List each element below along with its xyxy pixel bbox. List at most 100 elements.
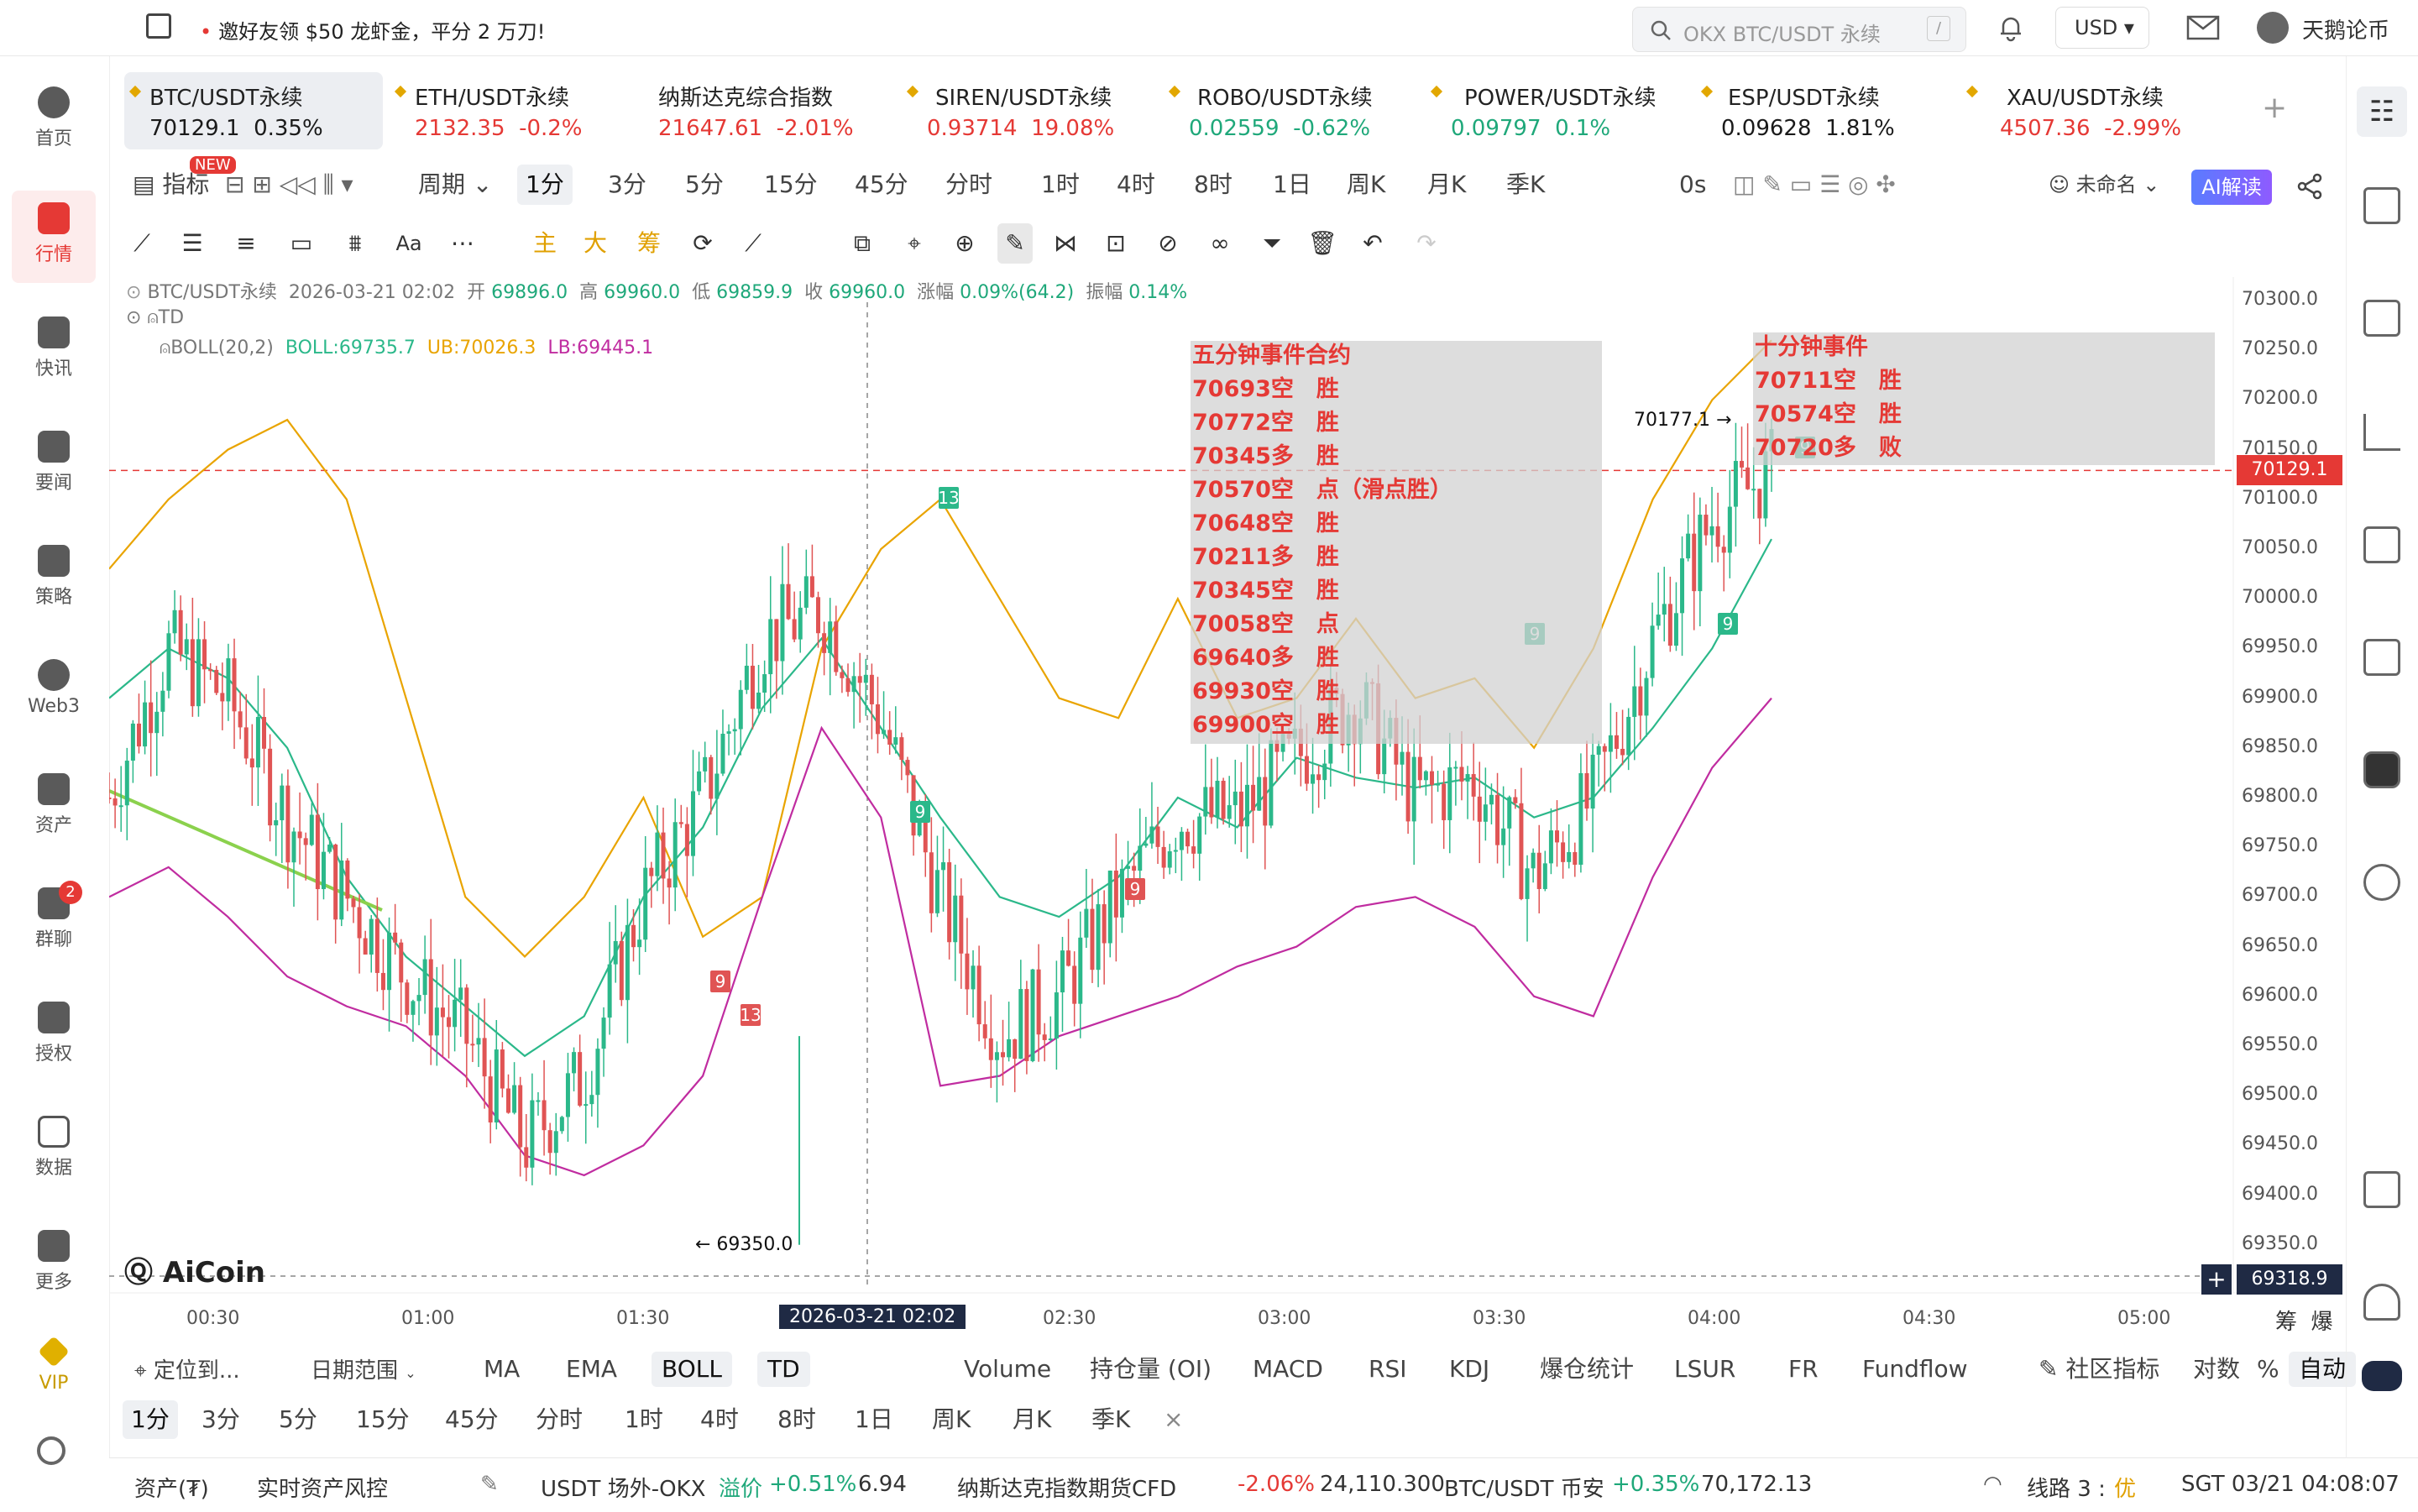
ai-analysis-button[interactable]: AI解读 [2191,170,2272,205]
indicator-liquidation[interactable]: 爆仓统计 [1540,1355,1635,1383]
share-icon[interactable] [2297,173,2324,200]
bell-icon[interactable] [1997,13,2025,42]
layout-icons[interactable]: ⊟ ⊞ ◁◁ ⫼ ▾ [225,170,353,198]
ticker-item[interactable]: SIREN/USDT永续 0.93714 19.08% [902,72,1154,149]
big-order-button[interactable]: 大 [583,229,607,257]
tf2-month[interactable]: 月K [1013,1405,1052,1433]
ticker-item[interactable]: 纳斯达克综合指数 21647.61 -2.01% [658,86,854,141]
indicator-rsi[interactable]: RSI [1369,1355,1407,1383]
indicator-macd[interactable]: MACD [1253,1355,1323,1383]
dollar-icon[interactable] [2363,300,2400,337]
indicator-oi[interactable]: 持仓量 (OI) [1090,1355,1212,1383]
horizontal-lines-icon[interactable]: ☰ [181,229,203,257]
ticker-item[interactable]: POWER/USDT永续 0.09797 0.1% [1426,72,1694,149]
redo-icon[interactable]: ↷ [1416,229,1437,257]
nav-data[interactable]: 数据 [12,1104,96,1196]
tf-1d[interactable]: 1日 [1273,170,1311,198]
add-ticker-icon[interactable]: + [2262,91,2288,125]
tf-quarter[interactable]: 季K [1506,170,1546,198]
nav-authorize[interactable]: 授权 [12,990,96,1082]
nav-vip[interactable]: VIP [12,1324,96,1416]
ticker-item[interactable]: ETH/USDT永续 2132.35 -0.2% [390,72,641,149]
indicator-ema[interactable]: EMA [566,1355,618,1383]
tf2-45m[interactable]: 45分 [445,1405,499,1433]
more-tools-icon[interactable]: ⋯ [451,229,474,257]
orderbook-icon[interactable] [2363,187,2400,224]
list-icon[interactable]: ☷ [2357,86,2407,137]
log-toggle[interactable]: 对数 [2193,1355,2241,1383]
chips-toggle[interactable]: 筹 爆 [2275,1310,2333,1335]
percent-toggle[interactable]: % [2257,1355,2279,1383]
assets-label[interactable]: 资产(₮) [134,1477,209,1502]
community-indicators[interactable]: ✎ 社区指标 [2039,1355,2160,1383]
auto-toggle[interactable]: 自动 [2289,1352,2357,1387]
tf2-8h[interactable]: 8时 [777,1405,816,1433]
main-force-button[interactable]: 主 [532,229,557,257]
close-timeframes-icon[interactable]: × [1164,1405,1184,1433]
promo-text[interactable]: 邀好友领 $50 龙虾金，平分 2 万刀! [218,20,546,44]
tf-15m[interactable]: 15分 [764,170,818,198]
etf-icon[interactable] [2363,639,2400,676]
tf-4h[interactable]: 4时 [1117,170,1155,198]
date-range-button[interactable]: 日期范围 ⌄ [311,1358,416,1384]
copy-icon[interactable]: ⧉ [854,229,871,257]
tf2-4h[interactable]: 4时 [700,1405,739,1433]
monitor-icon[interactable] [2363,526,2400,563]
username[interactable]: 天鹅论币 [2302,18,2390,44]
avatar[interactable] [2257,12,2289,44]
tf2-quarter[interactable]: 季K [1091,1405,1131,1433]
bot-icon[interactable] [2363,751,2400,788]
nav-more[interactable]: 更多 [12,1218,96,1311]
line-label[interactable]: 线路 3 : [2027,1477,2106,1502]
pattern-tool-icon[interactable]: ⩩ [348,229,362,257]
period-select[interactable]: 周期 ⌄ [418,170,493,198]
nasdaq-label[interactable]: 纳斯达克指数期货CFD [957,1477,1177,1502]
trendline-tool-icon[interactable]: ⟋ [133,229,150,257]
currency-select[interactable]: USD ▾ [2055,7,2149,49]
chart-tools-icons[interactable]: ◫ ✎ ▭ ☰ ◎ ✣ [1733,170,1896,198]
indicator-fundflow[interactable]: Fundflow [1862,1355,1968,1383]
tf2-1d[interactable]: 1日 [855,1405,893,1433]
nav-groupchat[interactable]: 群聊 2 [12,876,96,968]
nav-flash[interactable]: 快讯 [12,305,96,397]
crosshair-add-icon[interactable]: + [2201,1264,2232,1295]
indicator-button[interactable]: ▤ 指标 [133,170,210,198]
nav-strategy[interactable]: 策略 [12,533,96,625]
tf2-1m[interactable]: 1分 [123,1400,178,1439]
ruler-icon[interactable]: ⌖ [908,229,921,257]
nav-web3[interactable]: Web3 [12,647,96,740]
tf-5m[interactable]: 5分 [685,170,724,198]
text-tool-icon[interactable]: Aa [395,232,422,255]
headset-icon[interactable] [2363,1284,2400,1321]
tf2-line[interactable]: 分时 [536,1405,584,1433]
indicator-lsur[interactable]: LSUR [1674,1355,1736,1383]
link-icon[interactable]: ∞ [1210,229,1230,257]
indicator-kdj[interactable]: KDJ [1449,1355,1490,1383]
ticker-item[interactable]: BTC/USDT永续 70129.1 0.35% [124,72,383,149]
measure-icon[interactable]: ⟋ [745,229,762,257]
tf2-3m[interactable]: 3分 [202,1405,240,1433]
window-icon[interactable] [146,13,171,39]
undo-icon[interactable]: ↶ [1363,229,1383,257]
collapse-icon[interactable]: ⊙ [126,282,148,303]
layout-name-select[interactable]: ☺ 未命名 ⌄ [2049,173,2160,196]
collapse-icon[interactable]: ⊙ [126,307,148,328]
ticker-item[interactable]: XAU/USDT永续 4507.36 -2.99% [1961,72,2213,149]
chips-button[interactable]: 筹 [636,229,661,257]
indicator-volume[interactable]: Volume [964,1355,1052,1383]
indicator-boll[interactable]: BOLL [652,1352,732,1387]
indicator-ma[interactable]: MA [484,1355,521,1383]
filter-icon[interactable]: ⏷ [1262,229,1282,257]
edit-icon[interactable]: ✎ [480,1472,499,1497]
tf-month[interactable]: 月K [1427,170,1467,198]
locate-button[interactable]: ⌖ 定位到... [134,1358,240,1384]
five-minute-events-box[interactable] [1191,341,1602,744]
tf-week[interactable]: 周K [1347,170,1386,198]
nav-home[interactable]: 首页 [12,75,96,167]
tf-3m[interactable]: 3分 [608,170,646,198]
candlestick-chart[interactable]: 1399139999 [109,277,2342,1326]
indicator-td[interactable]: TD [757,1352,810,1387]
zoom-icon[interactable]: ⊕ [955,229,975,257]
tf2-week[interactable]: 周K [932,1405,971,1433]
exchange-icon[interactable] [2363,864,2400,901]
